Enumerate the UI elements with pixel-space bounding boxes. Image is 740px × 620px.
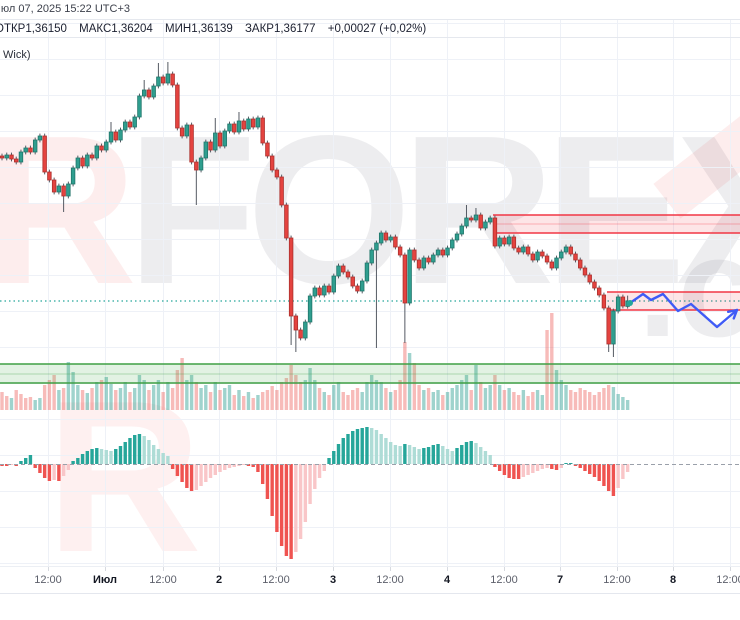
support-zone-green <box>0 364 740 383</box>
time-axis-tick <box>447 567 448 571</box>
chart-timestamp: Июл 07, 2025 15:22 UTC+3 <box>0 3 130 15</box>
low-value: 1,36139 <box>191 23 233 35</box>
time-axis-label: 12:00 <box>490 574 518 586</box>
watermark-letter-r: R <box>0 91 137 328</box>
high-value: 1,36204 <box>111 23 153 35</box>
time-axis-tick <box>163 567 164 571</box>
header-divider <box>0 19 740 20</box>
resistance-zone-upper <box>493 215 740 233</box>
candles-layer <box>0 62 630 357</box>
time-axis-tick <box>48 567 49 571</box>
time-axis-label: Июл <box>92 574 118 586</box>
time-axis-label: 12:00 <box>149 574 177 586</box>
time-axis-tick <box>504 567 505 571</box>
header-divider-2 <box>0 37 740 38</box>
close-value: 1,36177 <box>273 23 316 35</box>
high-label: МАКС <box>79 23 112 35</box>
time-axis-label: 4 <box>443 574 451 586</box>
time-axis-label: 3 <box>329 574 337 586</box>
time-axis-label: 8 <box>669 574 677 586</box>
change-value: +0,00027 <box>327 23 377 35</box>
time-axis-tick <box>617 567 618 571</box>
time-axis-tick <box>333 567 334 571</box>
change-percent: (+0,02%) <box>379 23 427 35</box>
indicator-label: Wick) <box>3 49 31 61</box>
open-value: 1,36150 <box>25 23 67 35</box>
time-axis-tick <box>390 567 391 571</box>
watermark-domain-suffix: .c <box>638 208 740 367</box>
low-label: МИН <box>165 23 192 35</box>
time-axis-label: 7 <box>556 574 564 586</box>
time-axis-label: 12:00 <box>262 574 290 586</box>
time-axis-tick <box>560 567 561 571</box>
time-axis-tick <box>219 567 220 571</box>
ohlc-readout: ОТКР1,36150 МАКС1,36204 МИН1,36139 ЗАКР1… <box>0 23 435 35</box>
time-axis-label: 12:00 <box>716 574 740 586</box>
time-axis-label: 12:00 <box>34 574 62 586</box>
time-axis-tick <box>730 567 731 571</box>
time-axis-tick <box>673 567 674 571</box>
time-axis-label: 12:00 <box>376 574 404 586</box>
open-label: ОТКР <box>0 23 26 35</box>
volume-histogram <box>0 313 630 410</box>
time-axis-tick <box>276 567 277 571</box>
time-axis-label: 2 <box>215 574 223 586</box>
time-axis-label: 12:00 <box>603 574 631 586</box>
candlestick-chart[interactable] <box>0 0 740 566</box>
time-axis-tick <box>105 567 106 571</box>
support-resistance-zones[interactable] <box>0 214 740 384</box>
forecast-arrow[interactable] <box>627 292 739 329</box>
oscillator-histogram <box>0 427 740 559</box>
time-axis[interactable]: 12:00 Июл 12:00 2 12:00 3 12:00 4 12:00 7 12:00 8 12… <box>0 566 740 594</box>
close-label: ЗАКР <box>244 23 274 35</box>
